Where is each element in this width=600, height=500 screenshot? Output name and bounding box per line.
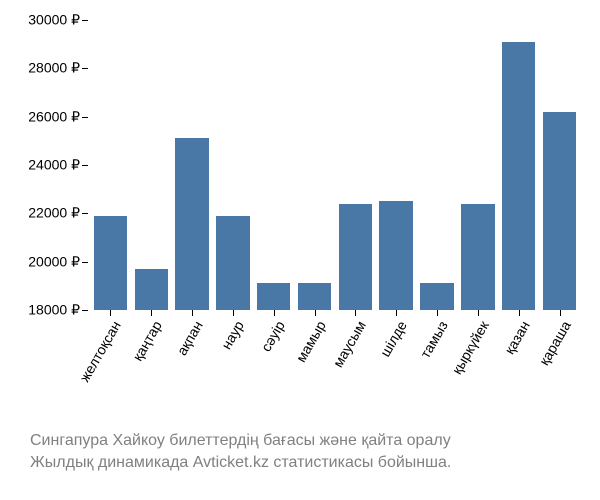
x-tick-label: мамыр (292, 318, 328, 365)
y-tick-label: 22000 ₽ (28, 205, 80, 222)
bar-slot (131, 20, 172, 310)
x-label-slot: қараша (539, 316, 580, 426)
x-tick-mark (151, 310, 152, 316)
bar-slot (539, 20, 580, 310)
bar-chart: 18000 ₽ 20000 ₽ 22000 ₽ 24000 ₽ 26000 ₽ 28000… (0, 0, 600, 500)
x-tick-label: шілде (377, 318, 410, 359)
y-tick-label: 18000 ₽ (28, 302, 80, 319)
x-tick-label: сәуір (257, 318, 287, 354)
y-tick-label: 26000 ₽ (28, 108, 80, 125)
bar-slot (498, 20, 539, 310)
chart-caption: Сингапура Хайкоу билеттердің бағасы және… (30, 430, 590, 473)
bar (339, 204, 372, 310)
x-label-slot: шілде (376, 316, 417, 426)
bar (543, 112, 576, 310)
caption-line-1: Сингапура Хайкоу билеттердің бағасы және… (30, 430, 590, 452)
x-tick-mark (478, 310, 479, 316)
y-tick-mark (82, 20, 88, 21)
x-tick-label: ақпан (174, 318, 206, 358)
x-tick-mark (192, 310, 193, 316)
x-tick-label: маусым (330, 318, 369, 370)
y-tick-mark (82, 213, 88, 214)
x-axis-labels: желтоқсанқаңтар ақпан наур сәуірмамырмаусым… (90, 316, 580, 426)
x-tick-label: қараша (535, 318, 573, 368)
bar (94, 216, 127, 310)
x-tick-label: тамыз (417, 318, 451, 361)
x-tick-mark (437, 310, 438, 316)
bar-slot (294, 20, 335, 310)
y-tick-label: 28000 ₽ (28, 60, 80, 77)
y-tick-mark (82, 117, 88, 118)
bar (298, 283, 331, 310)
x-label-slot: маусым (335, 316, 376, 426)
bar (257, 283, 290, 310)
x-tick-label: желтоқсан (77, 318, 125, 384)
x-tick-mark (519, 310, 520, 316)
x-tick-mark (396, 310, 397, 316)
plot-area (90, 20, 580, 310)
x-label-slot: қазан (498, 316, 539, 426)
x-label-slot: мамыр (294, 316, 335, 426)
x-tick-label: қаңтар (129, 318, 165, 364)
caption-line-2: Жылдық динамикада Avticket.kz статистика… (30, 452, 590, 474)
bar (379, 201, 412, 310)
bar-slot (417, 20, 458, 310)
bar (135, 269, 168, 310)
x-label-slot: ақпан (172, 316, 213, 426)
y-tick-label: 20000 ₽ (28, 253, 80, 270)
bar-slot (457, 20, 498, 310)
x-tick-mark (315, 310, 316, 316)
y-axis: 18000 ₽20000 ₽22000 ₽24000 ₽26000 ₽28000… (0, 20, 88, 310)
y-tick-mark (82, 310, 88, 311)
x-label-slot: қыркүйек (457, 316, 498, 426)
bar-slot (90, 20, 131, 310)
y-tick-mark (82, 165, 88, 166)
bar-slot (376, 20, 417, 310)
y-tick-mark (82, 68, 88, 69)
y-tick-label: 24000 ₽ (28, 157, 80, 174)
bar-slot (212, 20, 253, 310)
bar (502, 42, 535, 310)
bar-slot (335, 20, 376, 310)
bar (216, 216, 249, 310)
x-tick-label: қазан (501, 318, 533, 357)
x-tick-mark (355, 310, 356, 316)
bar-slot (172, 20, 213, 310)
x-tick-mark (110, 310, 111, 316)
y-tick-mark (82, 262, 88, 263)
bar-slot (253, 20, 294, 310)
x-tick-mark (274, 310, 275, 316)
y-tick-label: 30000 ₽ (28, 12, 80, 29)
x-label-slot: қаңтар (131, 316, 172, 426)
x-tick-label: наур (218, 318, 247, 352)
x-tick-mark (233, 310, 234, 316)
bars-group (90, 20, 580, 310)
x-label-slot: желтоқсан (90, 316, 131, 426)
bar (461, 204, 494, 310)
bar (420, 283, 453, 310)
x-label-slot: сәуір (253, 316, 294, 426)
bar (175, 138, 208, 310)
x-tick-mark (560, 310, 561, 316)
x-label-slot: наур (212, 316, 253, 426)
